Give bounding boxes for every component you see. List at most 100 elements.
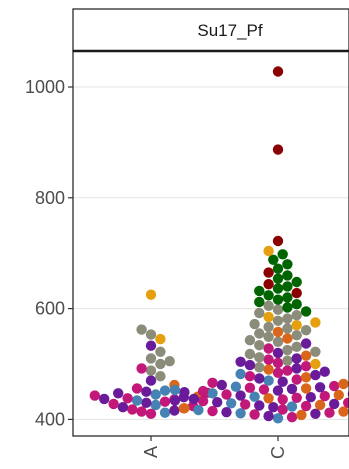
data-point-C	[333, 389, 344, 401]
data-point-C	[300, 338, 312, 349]
data-point-C	[277, 249, 288, 260]
data-point-C	[286, 412, 298, 423]
data-point-C	[300, 306, 312, 317]
data-point-C	[263, 311, 274, 323]
data-point-C	[272, 283, 284, 294]
data-point-C	[263, 364, 274, 375]
data-point-A	[145, 353, 157, 364]
data-point-A	[155, 346, 166, 357]
data-point-A	[155, 358, 166, 370]
data-point-C	[272, 263, 284, 274]
data-point-C	[263, 410, 274, 422]
data-point-C	[268, 402, 279, 413]
data-point-A	[131, 395, 143, 406]
data-point-A	[127, 404, 138, 415]
data-point-C	[282, 302, 293, 313]
data-point-C	[235, 356, 246, 367]
data-point-C	[282, 259, 293, 270]
x-tick-label-C: C	[268, 446, 288, 459]
y-tick-label: 400	[35, 409, 65, 429]
data-point-A	[141, 386, 152, 397]
data-point-C	[300, 350, 312, 361]
data-point-C	[319, 390, 330, 402]
data-point-C	[263, 321, 274, 333]
y-tick-label: 600	[35, 299, 65, 319]
data-point-C	[249, 391, 260, 402]
data-point-C	[338, 406, 349, 417]
x-tick-label-A: A	[141, 446, 161, 458]
data-point-C	[286, 401, 298, 412]
data-point-C	[291, 374, 302, 385]
data-point-C	[254, 352, 265, 363]
data-point-A	[136, 324, 147, 335]
data-point-C	[249, 318, 260, 330]
data-point-C	[300, 372, 312, 383]
data-point-C	[268, 254, 279, 265]
data-point-C	[282, 333, 293, 344]
data-point-C	[240, 399, 251, 410]
data-point-A	[145, 408, 157, 419]
data-point-A	[99, 393, 110, 405]
data-point-C	[263, 300, 274, 311]
data-point-C	[329, 380, 340, 392]
y-tick-label: 1000	[25, 77, 65, 97]
data-point-C	[235, 368, 246, 380]
data-point-C	[291, 299, 302, 310]
data-point-C	[277, 394, 288, 405]
data-point-A	[113, 388, 124, 399]
data-point-C	[226, 398, 237, 409]
data-point-C	[300, 383, 312, 394]
data-point-C	[197, 395, 209, 407]
data-point-C	[282, 344, 293, 356]
data-point-C	[272, 315, 284, 326]
data-point-C	[197, 385, 209, 397]
data-point-A	[145, 329, 157, 340]
data-point-C	[169, 395, 181, 406]
data-point-C	[188, 393, 199, 405]
data-point-C	[291, 287, 302, 299]
data-point-C	[272, 294, 284, 305]
data-point-C	[263, 343, 274, 354]
data-point-A	[122, 393, 133, 404]
data-point-C	[329, 398, 340, 410]
data-point-C	[282, 323, 293, 334]
data-point-C	[272, 304, 284, 315]
data-point-C	[272, 336, 284, 347]
data-point-A	[117, 402, 129, 413]
panel-border	[72, 50, 349, 437]
data-point-C	[272, 235, 284, 247]
data-point-C	[310, 358, 321, 370]
data-point-C	[282, 281, 293, 292]
data-point-C	[291, 341, 302, 352]
data-point-C	[263, 267, 274, 278]
facet-label: Su17_Pf	[197, 21, 262, 40]
data-point-C	[263, 290, 274, 301]
data-point-C	[300, 361, 312, 372]
data-point-C	[282, 313, 293, 324]
data-point-A	[150, 399, 161, 411]
data-point-A	[145, 375, 157, 386]
data-point-A	[145, 289, 157, 300]
data-point-C	[254, 362, 265, 373]
data-point-C	[272, 367, 284, 378]
data-point-A	[150, 389, 161, 400]
data-point-C	[291, 392, 302, 403]
data-point-C	[179, 403, 190, 414]
data-point-C	[319, 366, 330, 377]
data-point-C	[272, 357, 284, 369]
data-point-C	[249, 409, 260, 420]
data-point-C	[244, 348, 256, 360]
data-point-C	[235, 408, 246, 419]
data-point-C	[310, 369, 321, 381]
data-point-C	[207, 405, 218, 417]
y-axis: 400 600 800 1000	[25, 77, 73, 429]
data-point-C	[291, 310, 302, 321]
data-point-C	[282, 270, 293, 281]
data-point-C	[282, 292, 293, 303]
data-point-C	[272, 66, 284, 77]
data-point-C	[244, 382, 256, 393]
data-point-C	[254, 285, 265, 297]
data-point-C	[235, 390, 246, 401]
